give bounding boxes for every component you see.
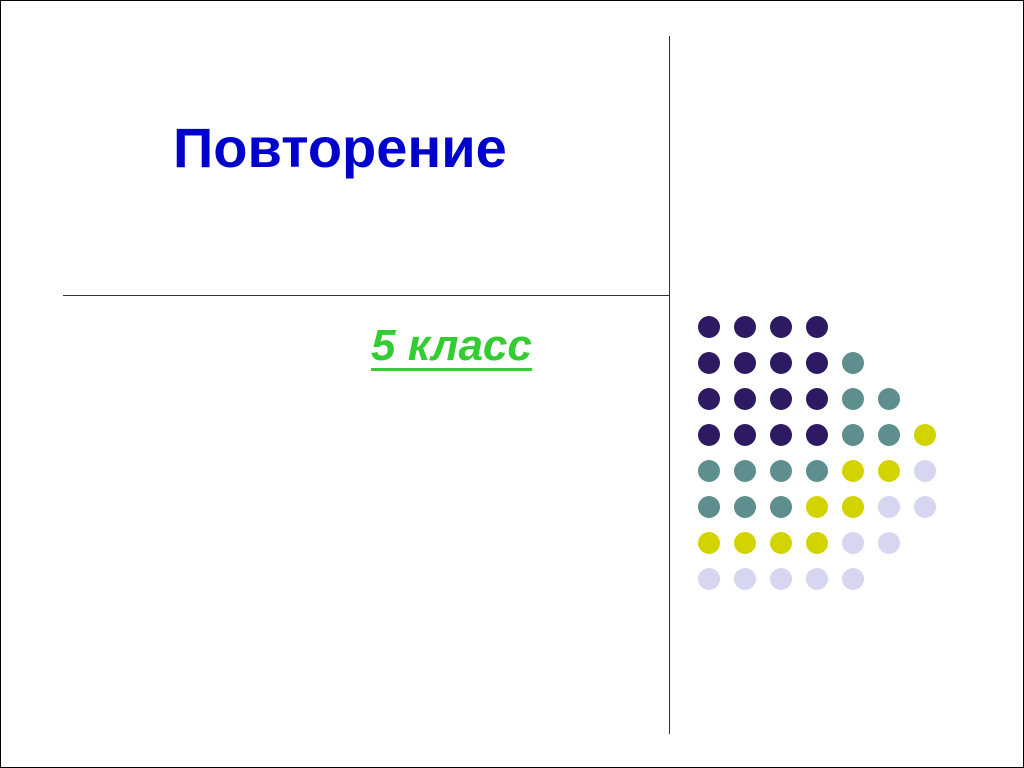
- decoration-dot: [734, 496, 756, 518]
- decoration-dot: [806, 532, 828, 554]
- decoration-dot: [770, 388, 792, 410]
- decoration-dot: [698, 316, 720, 338]
- decoration-dot: [878, 424, 900, 446]
- slide-subtitle: 5 класс: [371, 321, 532, 371]
- decoration-dot: [806, 352, 828, 374]
- decoration-dot: [734, 460, 756, 482]
- decoration-dot: [734, 424, 756, 446]
- slide: Повторение 5 класс: [1, 1, 1023, 767]
- decoration-dot: [698, 388, 720, 410]
- decoration-dot: [770, 496, 792, 518]
- decoration-dot: [878, 496, 900, 518]
- decoration-dot: [698, 568, 720, 590]
- horizontal-divider-line: [63, 295, 669, 296]
- decoration-dot: [914, 460, 936, 482]
- decoration-dot: [734, 532, 756, 554]
- decoration-dot: [698, 496, 720, 518]
- decoration-dot: [698, 532, 720, 554]
- decoration-dot: [914, 496, 936, 518]
- decoration-dot: [698, 460, 720, 482]
- decoration-dot: [734, 352, 756, 374]
- decoration-dot: [842, 424, 864, 446]
- decoration-dot: [806, 460, 828, 482]
- decoration-dot: [770, 532, 792, 554]
- decoration-dot: [842, 532, 864, 554]
- decoration-dot: [770, 460, 792, 482]
- decoration-dot: [878, 388, 900, 410]
- decoration-dot: [770, 352, 792, 374]
- decoration-dot: [914, 424, 936, 446]
- decoration-dot: [770, 568, 792, 590]
- decoration-dot: [698, 424, 720, 446]
- decoration-dot: [878, 532, 900, 554]
- decoration-dot: [698, 352, 720, 374]
- decoration-dot: [806, 424, 828, 446]
- decoration-dot: [842, 460, 864, 482]
- decoration-dot: [842, 496, 864, 518]
- decoration-dot: [806, 316, 828, 338]
- decoration-dot: [842, 352, 864, 374]
- decoration-dot: [770, 316, 792, 338]
- decoration-dot: [770, 424, 792, 446]
- decoration-dot: [806, 496, 828, 518]
- decoration-dot: [806, 568, 828, 590]
- decoration-dot: [734, 388, 756, 410]
- decoration-dot: [734, 316, 756, 338]
- decoration-dot: [734, 568, 756, 590]
- decoration-dot: [806, 388, 828, 410]
- vertical-divider-line: [669, 36, 670, 734]
- decoration-dot: [878, 460, 900, 482]
- decoration-dot: [842, 568, 864, 590]
- slide-title: Повторение: [173, 115, 507, 180]
- decoration-dot: [842, 388, 864, 410]
- dot-grid-decoration: [691, 309, 979, 597]
